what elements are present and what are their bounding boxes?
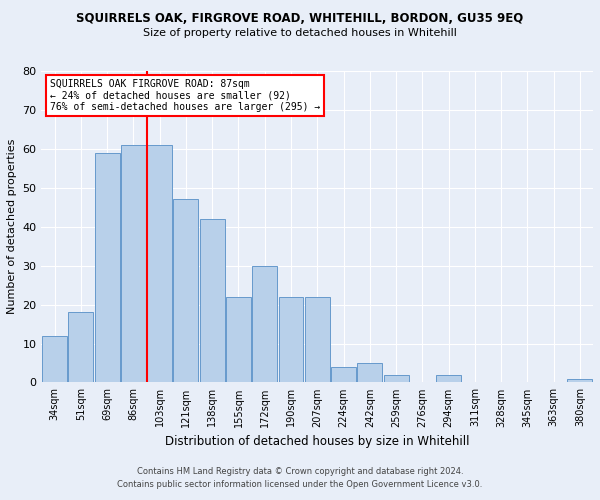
- Bar: [358, 363, 382, 382]
- Bar: [95, 152, 119, 382]
- Bar: [200, 219, 224, 382]
- Bar: [68, 312, 94, 382]
- Bar: [226, 297, 251, 382]
- Bar: [436, 374, 461, 382]
- Bar: [305, 297, 330, 382]
- Bar: [121, 145, 146, 382]
- Bar: [568, 378, 592, 382]
- Bar: [383, 374, 409, 382]
- Y-axis label: Number of detached properties: Number of detached properties: [7, 139, 17, 314]
- Bar: [252, 266, 277, 382]
- Text: SQUIRRELS OAK, FIRGROVE ROAD, WHITEHILL, BORDON, GU35 9EQ: SQUIRRELS OAK, FIRGROVE ROAD, WHITEHILL,…: [76, 12, 524, 26]
- Bar: [278, 297, 304, 382]
- Bar: [173, 200, 199, 382]
- X-axis label: Distribution of detached houses by size in Whitehill: Distribution of detached houses by size …: [165, 435, 470, 448]
- Text: Size of property relative to detached houses in Whitehill: Size of property relative to detached ho…: [143, 28, 457, 38]
- Bar: [147, 145, 172, 382]
- Bar: [331, 367, 356, 382]
- Text: Contains public sector information licensed under the Open Government Licence v3: Contains public sector information licen…: [118, 480, 482, 489]
- Text: SQUIRRELS OAK FIRGROVE ROAD: 87sqm
← 24% of detached houses are smaller (92)
76%: SQUIRRELS OAK FIRGROVE ROAD: 87sqm ← 24%…: [50, 78, 320, 112]
- Bar: [42, 336, 67, 382]
- Text: Contains HM Land Registry data © Crown copyright and database right 2024.: Contains HM Land Registry data © Crown c…: [137, 467, 463, 476]
